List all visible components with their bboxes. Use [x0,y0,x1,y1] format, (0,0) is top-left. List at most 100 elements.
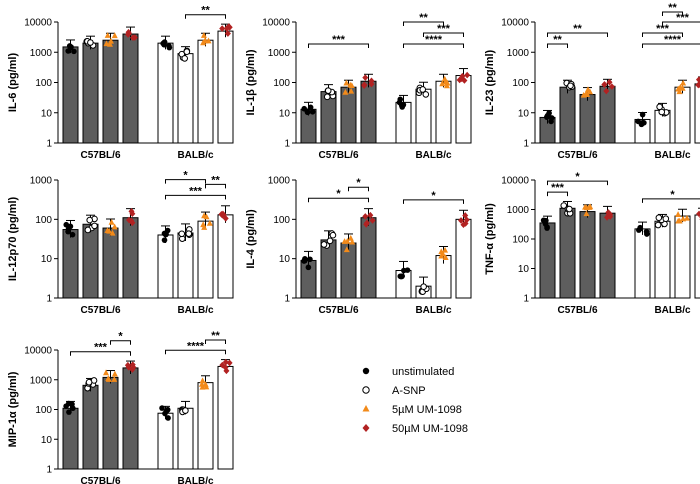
point [544,225,550,231]
point [107,37,114,44]
point [658,108,666,116]
bar [654,220,671,299]
bar [217,365,234,470]
point [71,48,77,55]
significance-bracket [642,43,700,48]
group-label: C57BL/6 [80,476,120,484]
bar [122,33,139,144]
point [105,376,112,382]
significance-bracket [348,186,369,192]
bar [82,384,99,470]
significance-label: *** [332,34,346,46]
bar [62,407,79,470]
y-tick-label: 100 [35,405,52,416]
bar [674,86,691,144]
group-label: C57BL/6 [318,305,358,316]
y-tick-label: 100 [273,215,290,226]
bar [694,83,700,144]
significance-label: *** [656,23,670,35]
significance-label: * [336,188,341,200]
point [546,110,552,116]
point [419,86,427,93]
significance-label: *** [551,182,565,194]
point [224,30,231,37]
bar [62,46,79,144]
bar [217,214,234,299]
point [225,23,232,30]
bar [455,218,472,299]
y-tick-label: 10000 [501,18,529,29]
point [201,224,208,230]
point [159,405,165,411]
point [675,217,682,224]
bar [177,53,194,144]
point [161,39,168,45]
y-tick-label: 10000 [24,346,52,357]
panel-0: 1 10 100 1000 10000 IL-6 (pg/ml) C57BL/6 BALB/c… [7,5,234,161]
y-axis-label: IL-12p70 (pg/ml) [7,196,19,281]
point [443,82,450,89]
point [603,87,610,95]
legend-label: unstimulated [392,366,454,378]
panel-1: 1 10 100 1000 10000 IL-1β (pg/ml) C57BL/6 BALB/… [245,12,472,161]
point [439,250,446,257]
significance-label: *** [437,23,451,35]
point [397,273,404,280]
y-tick-label: 10000 [24,18,52,29]
y-tick-label: 100 [512,78,529,89]
bar [102,39,119,144]
point [84,226,92,234]
point [662,215,670,222]
point [654,221,662,229]
point [442,254,449,261]
panel-3: 1 10 100 1000 IL-12p70 (pg/ml) C57BL/6 BALB/c *… [7,170,234,316]
point [106,40,113,47]
significance-label: ** [553,34,562,46]
group-label: BALB/c [415,150,452,161]
significance-bracket [70,351,131,356]
point [444,79,451,86]
y-tick-label: 1 [46,139,52,150]
point [181,55,189,62]
bar [82,42,99,144]
point [85,378,93,386]
point [695,76,700,83]
bar [197,39,214,144]
point [463,216,470,224]
significance-bracket [308,197,369,203]
legend-marker [362,367,370,375]
point [462,220,469,227]
point [397,96,404,103]
point [66,409,72,415]
point [675,211,682,217]
point [566,205,573,213]
point [166,43,172,49]
legend: unstimulated A-SNP 5µM UM-1098 50µM UM-1098 [362,366,468,435]
significance-bracket [662,11,683,16]
point [606,78,613,86]
point [86,216,94,224]
y-axis-label: TNF-α (pg/ml) [484,203,496,275]
point [109,229,116,236]
legend-marker [362,424,370,432]
point [348,87,355,94]
point [362,213,369,220]
point [111,370,118,377]
point [70,405,76,412]
point [103,369,110,376]
point [219,210,226,218]
y-tick-label: 100 [35,215,52,226]
bar [157,412,174,470]
y-tick-label: 1 [523,139,529,150]
point [583,210,590,217]
bar [539,222,556,299]
point [125,363,132,371]
significance-bracket [308,43,369,48]
bar [694,214,700,299]
group-label: C57BL/6 [557,150,597,161]
point [104,32,111,38]
significance-bracket [403,199,464,204]
bar [599,85,616,144]
point [462,212,469,219]
y-tick-label: 100 [35,78,52,89]
